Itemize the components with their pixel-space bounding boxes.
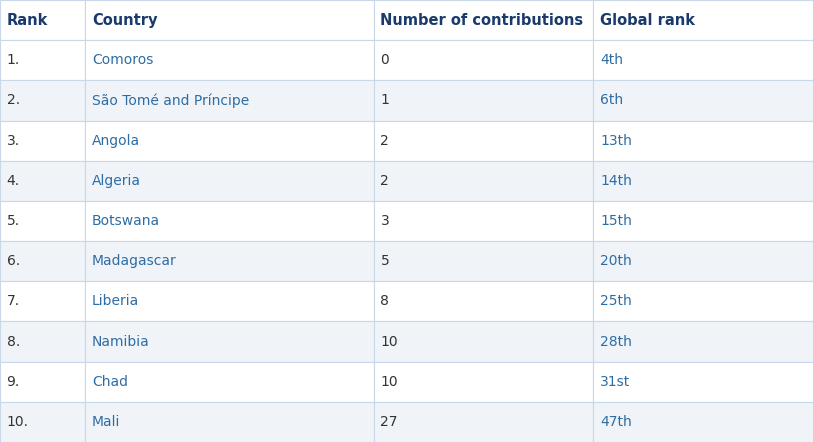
Bar: [85, 80, 374, 121]
Text: 5.: 5.: [7, 214, 20, 228]
Bar: [593, 161, 813, 201]
Bar: [593, 201, 813, 241]
Text: 3: 3: [380, 214, 389, 228]
Text: 47th: 47th: [600, 415, 632, 429]
Text: 8: 8: [380, 294, 389, 309]
Text: Rank: Rank: [7, 12, 48, 27]
Bar: [0, 321, 85, 362]
Bar: [593, 40, 813, 80]
Bar: [0, 80, 85, 121]
Text: 0: 0: [380, 53, 389, 67]
Bar: [374, 402, 593, 442]
Bar: [374, 121, 593, 161]
Text: 27: 27: [380, 415, 398, 429]
Bar: [374, 80, 593, 121]
Bar: [374, 0, 593, 40]
Bar: [593, 281, 813, 321]
Text: 6th: 6th: [600, 93, 623, 107]
Bar: [0, 362, 85, 402]
Bar: [85, 161, 374, 201]
Bar: [374, 201, 593, 241]
Bar: [85, 40, 374, 80]
Text: 15th: 15th: [600, 214, 632, 228]
Bar: [85, 281, 374, 321]
Text: 9.: 9.: [7, 375, 20, 389]
Bar: [0, 281, 85, 321]
Bar: [374, 362, 593, 402]
Text: 14th: 14th: [600, 174, 632, 188]
Bar: [85, 321, 374, 362]
Text: 1: 1: [380, 93, 389, 107]
Text: 4.: 4.: [7, 174, 20, 188]
Text: Angola: Angola: [92, 133, 140, 148]
Bar: [593, 80, 813, 121]
Text: Global rank: Global rank: [600, 12, 695, 27]
Bar: [0, 201, 85, 241]
Bar: [85, 121, 374, 161]
Text: Liberia: Liberia: [92, 294, 139, 309]
Text: 5: 5: [380, 254, 389, 268]
Bar: [374, 241, 593, 281]
Bar: [0, 402, 85, 442]
Bar: [374, 321, 593, 362]
Bar: [593, 121, 813, 161]
Text: 2.: 2.: [7, 93, 20, 107]
Text: 7.: 7.: [7, 294, 20, 309]
Bar: [0, 161, 85, 201]
Text: 31st: 31st: [600, 375, 630, 389]
Text: Namibia: Namibia: [92, 335, 150, 349]
Bar: [0, 241, 85, 281]
Bar: [0, 121, 85, 161]
Text: Botswana: Botswana: [92, 214, 160, 228]
Text: 1.: 1.: [7, 53, 20, 67]
Text: 6.: 6.: [7, 254, 20, 268]
Text: 3.: 3.: [7, 133, 20, 148]
Bar: [374, 281, 593, 321]
Bar: [593, 0, 813, 40]
Text: 10.: 10.: [7, 415, 28, 429]
Text: 2: 2: [380, 133, 389, 148]
Bar: [85, 402, 374, 442]
Bar: [85, 201, 374, 241]
Bar: [374, 40, 593, 80]
Text: Chad: Chad: [92, 375, 128, 389]
Text: 8.: 8.: [7, 335, 20, 349]
Bar: [85, 362, 374, 402]
Bar: [593, 402, 813, 442]
Bar: [593, 362, 813, 402]
Text: 20th: 20th: [600, 254, 632, 268]
Bar: [0, 0, 85, 40]
Text: Number of contributions: Number of contributions: [380, 12, 584, 27]
Text: 25th: 25th: [600, 294, 632, 309]
Text: 2: 2: [380, 174, 389, 188]
Text: Madagascar: Madagascar: [92, 254, 176, 268]
Text: Algeria: Algeria: [92, 174, 141, 188]
Text: 10: 10: [380, 335, 398, 349]
Text: Comoros: Comoros: [92, 53, 153, 67]
Text: Country: Country: [92, 12, 158, 27]
Bar: [374, 161, 593, 201]
Text: 13th: 13th: [600, 133, 632, 148]
Bar: [593, 321, 813, 362]
Bar: [0, 40, 85, 80]
Bar: [85, 0, 374, 40]
Text: São Tomé and Príncipe: São Tomé and Príncipe: [92, 93, 249, 108]
Text: 4th: 4th: [600, 53, 623, 67]
Text: 28th: 28th: [600, 335, 632, 349]
Bar: [85, 241, 374, 281]
Text: 10: 10: [380, 375, 398, 389]
Text: Mali: Mali: [92, 415, 120, 429]
Bar: [593, 241, 813, 281]
